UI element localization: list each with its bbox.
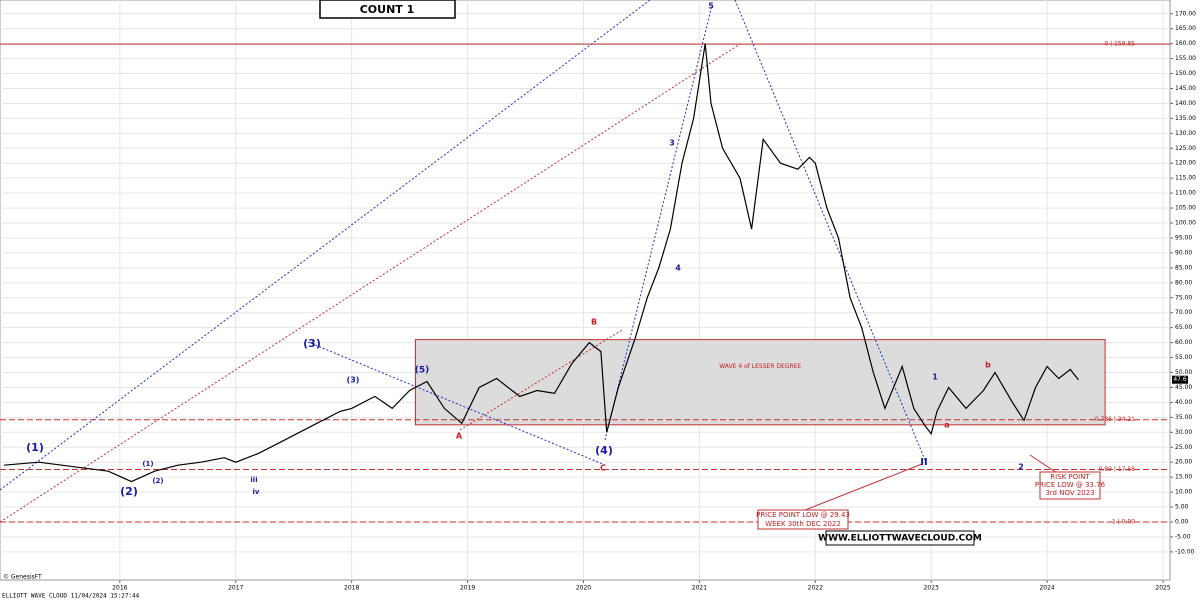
wave-label: iii bbox=[250, 476, 257, 484]
callout-text: 3rd NOV 2023 bbox=[1045, 489, 1094, 497]
y-tick-label: -10.00 bbox=[1175, 548, 1195, 555]
y-tick-label: 165.00 bbox=[1175, 25, 1196, 32]
x-tick-label: 2024 bbox=[1039, 585, 1054, 592]
wave-label: C bbox=[600, 464, 606, 473]
callout-text: RISK POINT bbox=[1050, 473, 1090, 481]
y-tick-label: 5.00 bbox=[1175, 504, 1189, 511]
y-tick-label: 70.00 bbox=[1175, 309, 1192, 316]
wave-label: II bbox=[920, 457, 927, 468]
wave-label: (2) bbox=[120, 485, 138, 498]
x-tick-label: 2017 bbox=[228, 585, 243, 592]
y-tick-label: 15.00 bbox=[1175, 474, 1192, 481]
y-tick-label: 80.00 bbox=[1175, 279, 1192, 286]
y-tick-label: 30.00 bbox=[1175, 429, 1192, 436]
y-tick-label: 125.00 bbox=[1175, 145, 1196, 152]
x-tick-label: 2020 bbox=[576, 585, 591, 592]
level-label: 1 | 0.00 bbox=[1112, 519, 1135, 526]
wave-box bbox=[414, 339, 1106, 426]
y-tick-label: 45.00 bbox=[1175, 384, 1192, 391]
y-tick-label: 105.00 bbox=[1175, 205, 1196, 212]
wave-label: (3) bbox=[303, 337, 321, 350]
level-label: 0 | 159.85 bbox=[1104, 41, 1135, 48]
wave-label: 1 bbox=[932, 373, 938, 382]
y-tick-label: 145.00 bbox=[1175, 85, 1196, 92]
source: © GenesisFT bbox=[3, 574, 42, 581]
callout-box bbox=[757, 509, 849, 530]
trend-line bbox=[734, 0, 926, 461]
wave-label: b bbox=[985, 361, 991, 370]
wave-label: (4) bbox=[595, 444, 613, 457]
chart-title: COUNT 1 bbox=[360, 3, 415, 16]
y-tick-label: 135.00 bbox=[1175, 115, 1196, 122]
y-tick-label: 60.00 bbox=[1175, 339, 1192, 346]
y-tick-label: 75.00 bbox=[1175, 294, 1192, 301]
y-tick-label: 35.00 bbox=[1175, 414, 1192, 421]
website-box bbox=[825, 530, 975, 546]
x-tick-label: 2023 bbox=[924, 585, 939, 592]
website: WWW.ELLIOTTWAVECLOUD.COM bbox=[818, 534, 982, 544]
y-tick-label: 10.00 bbox=[1175, 489, 1192, 496]
y-tick-label: 65.00 bbox=[1175, 324, 1192, 331]
wave-label: 3 bbox=[669, 139, 675, 148]
wave-label: (1) bbox=[26, 441, 44, 454]
y-tick-label: 120.00 bbox=[1175, 160, 1196, 167]
level-label: 0.786 | 34.21 bbox=[1095, 416, 1135, 423]
y-tick-label: 160.00 bbox=[1175, 40, 1196, 47]
price-line bbox=[3, 43, 1079, 483]
arrow bbox=[799, 463, 923, 513]
wave-label: (5) bbox=[415, 366, 430, 376]
y-tick-label: 150.00 bbox=[1175, 70, 1196, 77]
y-tick-label: 40.00 bbox=[1175, 399, 1192, 406]
y-tick-label: 90.00 bbox=[1175, 249, 1192, 256]
y-tick-label: 25.00 bbox=[1175, 444, 1192, 451]
y-tick-label: 85.00 bbox=[1175, 264, 1192, 271]
y-tick-label: 115.00 bbox=[1175, 175, 1196, 182]
wave-label: (1) bbox=[142, 460, 153, 468]
last-price-box bbox=[1172, 375, 1188, 384]
callout-text: PRICE POINT LOW @ 29.43 bbox=[756, 511, 850, 519]
box-label: WAVE 4 of LESSER DEGREE bbox=[719, 363, 801, 370]
y-tick-label: 140.00 bbox=[1175, 100, 1196, 107]
x-tick-label: 2016 bbox=[112, 585, 127, 592]
y-tick-label: 50.00 bbox=[1175, 369, 1192, 376]
footer: ELLIOTT WAVE CLOUD 11/04/2024 15:27:44 bbox=[2, 593, 140, 600]
wave-label: iv bbox=[253, 488, 260, 496]
x-tick-label: 2019 bbox=[460, 585, 475, 592]
y-tick-label: 130.00 bbox=[1175, 130, 1196, 137]
y-tick-label: 20.00 bbox=[1175, 459, 1192, 466]
wave-label: A bbox=[456, 432, 463, 441]
title-box bbox=[319, 0, 456, 19]
y-tick-label: 110.00 bbox=[1175, 190, 1196, 197]
y-tick-label: 95.00 bbox=[1175, 234, 1192, 241]
callout-text: PRICE LOW @ 33.76 bbox=[1035, 481, 1106, 489]
x-tick-label: 2021 bbox=[692, 585, 707, 592]
callout-text: WEEK 30th DEC 2022 bbox=[765, 520, 841, 528]
last-price-label: 47.6 bbox=[1173, 376, 1187, 383]
x-tick-label: 2025 bbox=[1155, 585, 1170, 592]
x-tick-label: 2018 bbox=[344, 585, 359, 592]
y-tick-label: 0.00 bbox=[1175, 519, 1189, 526]
x-tick-label: 2022 bbox=[808, 585, 823, 592]
wave-label: 2 bbox=[1018, 463, 1024, 472]
y-tick-label: 55.00 bbox=[1175, 354, 1192, 361]
wave-label: 5 bbox=[708, 2, 714, 11]
plot-area bbox=[0, 0, 1171, 581]
wave-label: (2) bbox=[152, 477, 163, 485]
trend-line bbox=[0, 43, 741, 523]
y-tick-label: 100.00 bbox=[1175, 220, 1196, 227]
y-tick-label: -5.00 bbox=[1175, 533, 1191, 540]
level-label: 0.89 | 17.58 bbox=[1099, 466, 1136, 473]
y-tick-label: 155.00 bbox=[1175, 55, 1196, 62]
wave-label: a bbox=[944, 421, 949, 430]
callout-box bbox=[1039, 471, 1101, 500]
y-tick-label: 170.00 bbox=[1175, 10, 1196, 17]
trend-line bbox=[604, 4, 713, 441]
trend-line bbox=[307, 341, 606, 466]
wave-label: B bbox=[591, 318, 597, 327]
wave-label: (3) bbox=[347, 376, 360, 385]
wave-label: 4 bbox=[675, 264, 681, 273]
